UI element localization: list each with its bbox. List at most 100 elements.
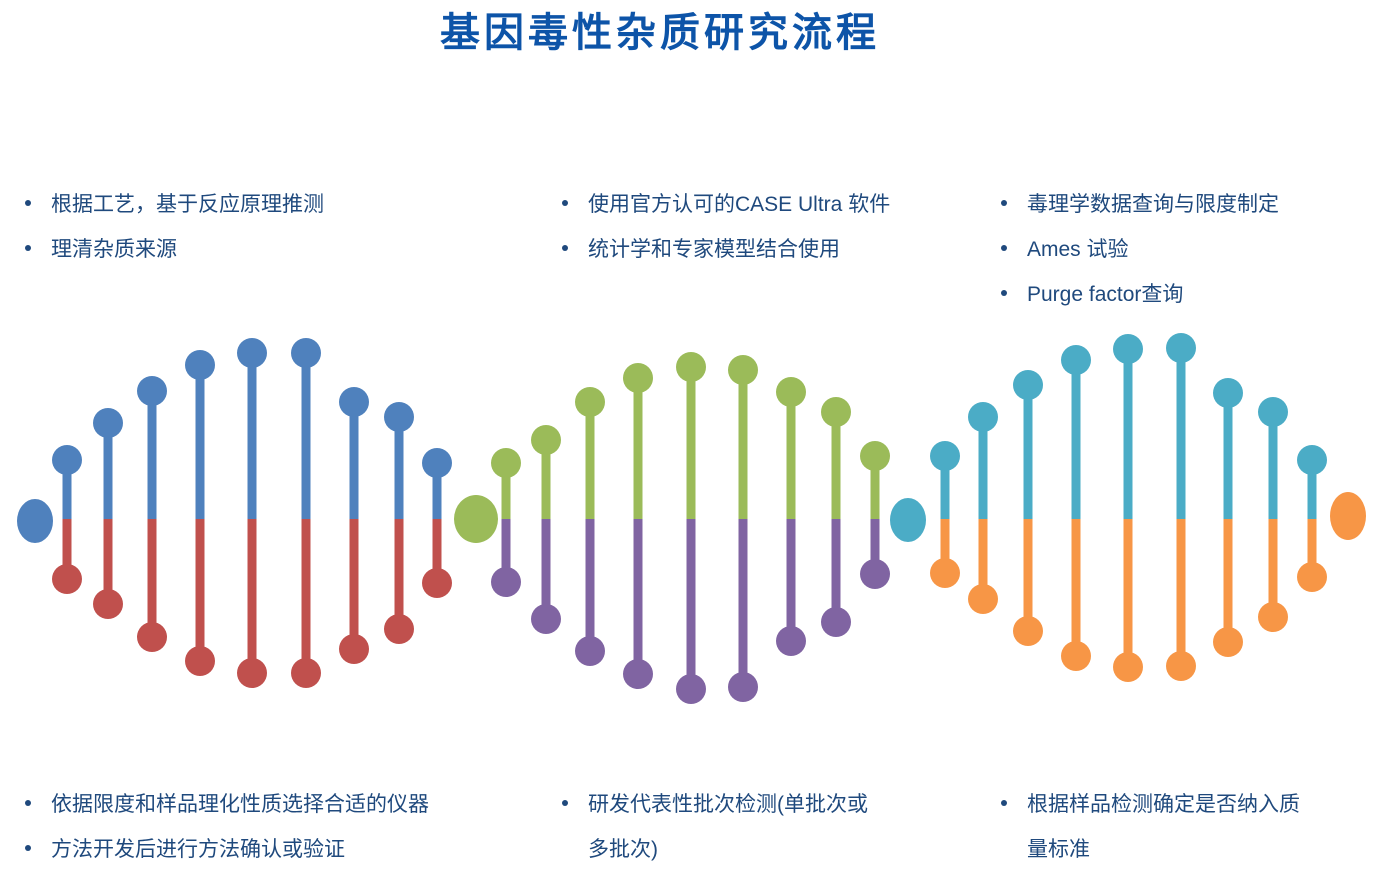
helix-node-top xyxy=(52,445,82,475)
helix-node-top xyxy=(291,338,321,368)
helix-segment-teal-orange xyxy=(930,333,1327,682)
list-item: 方法开发后进行方法确认或验证 xyxy=(25,825,565,870)
helix-node-bottom xyxy=(623,659,653,689)
helix-node-bottom xyxy=(491,567,521,597)
helix-node-top xyxy=(860,441,890,471)
list-item: 毒理学数据查询与限度制定 xyxy=(1001,180,1386,225)
list-item: 根据工艺，基于反应原理推测 xyxy=(25,180,565,225)
helix-node-bottom xyxy=(422,568,452,598)
helix-node-bottom xyxy=(1258,602,1288,632)
helix-node-top xyxy=(531,425,561,455)
bullet-dot-icon xyxy=(25,844,31,851)
note-text: 方法开发后进行方法确认或验证 xyxy=(51,837,345,861)
list-item: 依据限度和样品理化性质选择合适的仪器 xyxy=(25,780,565,825)
helix-node-bottom xyxy=(1013,616,1043,646)
helix-node-top xyxy=(1061,345,1091,375)
helix-node-bottom xyxy=(52,564,82,594)
note-text: 毒理学数据查询与限度制定 xyxy=(1027,192,1279,216)
list-item: 使用官方认可的CASE Ultra 软件 xyxy=(562,180,1102,225)
page-title: 基因毒性杂质研究流程 xyxy=(440,11,880,55)
helix-node-bottom xyxy=(384,614,414,644)
helix-node-bottom xyxy=(1113,652,1143,682)
bullet-dot-icon xyxy=(1001,199,1007,206)
notes-bottom-right: 根据样品检测确定是否纳入质 量标准 xyxy=(1001,780,1386,870)
start-cap-blue xyxy=(17,499,53,543)
helix-node-top xyxy=(575,387,605,417)
list-item: 研发代表性批次检测(单批次或 xyxy=(562,780,1102,825)
helix-node-top xyxy=(237,338,267,368)
note-text: 量标准 xyxy=(1027,837,1090,861)
helix-node-top xyxy=(968,402,998,432)
notes-top-right: 毒理学数据查询与限度制定 Ames 试验 Purge factor查询 xyxy=(1001,180,1386,315)
note-text: 研发代表性批次检测(单批次或 xyxy=(588,792,868,816)
notes-top-left: 根据工艺，基于反应原理推测 理清杂质来源 xyxy=(25,180,565,270)
note-text: 多批次) xyxy=(588,837,658,861)
helix-node-bottom xyxy=(1213,627,1243,657)
helix-node-bottom xyxy=(930,558,960,588)
helix-node-bottom xyxy=(821,607,851,637)
list-item: Ames 试验 xyxy=(1001,225,1386,270)
helix-node-top xyxy=(1013,370,1043,400)
helix-node-bottom xyxy=(137,622,167,652)
helix-node-top xyxy=(185,350,215,380)
helix-node-bottom xyxy=(968,584,998,614)
list-item-continuation: 量标准 xyxy=(1001,825,1386,870)
note-text: Ames 试验 xyxy=(1027,237,1129,261)
note-text: 统计学和专家模型结合使用 xyxy=(588,237,840,261)
helix-node-top xyxy=(930,441,960,471)
helix-node-bottom xyxy=(237,658,267,688)
helix-node-top xyxy=(93,408,123,438)
helix-node-bottom xyxy=(676,674,706,704)
notes-bottom-left: 依据限度和样品理化性质选择合适的仪器 方法开发后进行方法确认或验证 xyxy=(25,780,565,870)
bullet-dot-icon xyxy=(1001,289,1007,296)
list-item: 统计学和专家模型结合使用 xyxy=(562,225,1102,270)
helix-node-top xyxy=(339,387,369,417)
end-cap-orange xyxy=(1330,492,1366,540)
helix-node-bottom xyxy=(93,589,123,619)
helix-node-top xyxy=(623,363,653,393)
helix-node-top xyxy=(137,376,167,406)
bullet-dot-icon xyxy=(1001,244,1007,251)
bullet-dot-icon xyxy=(25,199,31,206)
helix-node-top xyxy=(422,448,452,478)
helix-node-top xyxy=(1213,378,1243,408)
note-text: 依据限度和样品理化性质选择合适的仪器 xyxy=(51,792,429,816)
helix-node-top xyxy=(1113,334,1143,364)
bullet-dot-icon xyxy=(562,244,568,251)
helix-node-top xyxy=(1166,333,1196,363)
helix-node-bottom xyxy=(185,646,215,676)
helix-node-bottom xyxy=(776,626,806,656)
helix-node-bottom xyxy=(339,634,369,664)
bullet-dot-icon xyxy=(562,199,568,206)
helix-node-top xyxy=(491,448,521,478)
note-text: 根据样品检测确定是否纳入质 xyxy=(1027,792,1300,816)
helix-node-top xyxy=(1297,445,1327,475)
helix-node-top xyxy=(776,377,806,407)
bullet-dot-icon xyxy=(25,799,31,806)
notes-top-middle: 使用官方认可的CASE Ultra 软件 统计学和专家模型结合使用 xyxy=(562,180,1102,270)
helix-node-bottom xyxy=(728,672,758,702)
helix-node-bottom xyxy=(1297,562,1327,592)
helix-node-bottom xyxy=(1061,641,1091,671)
helix-node-bottom xyxy=(575,636,605,666)
helix-segment-green-purple xyxy=(491,352,890,704)
notes-bottom-middle: 研发代表性批次检测(单批次或 多批次) xyxy=(562,780,1102,870)
note-text: 根据工艺，基于反应原理推测 xyxy=(51,192,324,216)
note-text: 使用官方认可的CASE Ultra 软件 xyxy=(588,192,891,216)
helix-node-bottom xyxy=(860,559,890,589)
note-text: Purge factor查询 xyxy=(1027,282,1184,306)
helix-node-top xyxy=(821,397,851,427)
helix-node-top xyxy=(384,402,414,432)
connector-teal xyxy=(890,498,926,542)
list-item: 根据样品检测确定是否纳入质 xyxy=(1001,780,1386,825)
helix-node-top xyxy=(1258,397,1288,427)
bullet-dot-icon xyxy=(1001,799,1007,806)
list-item: 理清杂质来源 xyxy=(25,225,565,270)
helix-node-bottom xyxy=(1166,651,1196,681)
helix-segment-blue-red xyxy=(52,338,452,688)
bullet-dot-icon xyxy=(25,244,31,251)
connector-green xyxy=(454,495,498,543)
bullet-dot-icon xyxy=(562,799,568,806)
